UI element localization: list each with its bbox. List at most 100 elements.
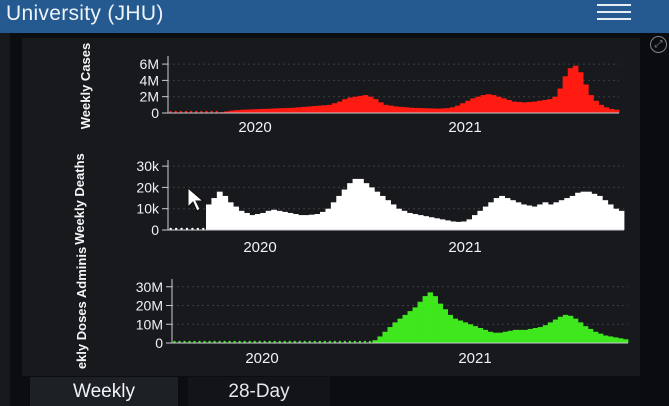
data-bar	[396, 208, 402, 230]
data-bar	[567, 315, 574, 343]
data-bar	[449, 107, 456, 113]
y-tick-label: 20M	[136, 298, 163, 314]
tab-weekly[interactable]: Weekly	[30, 377, 178, 406]
data-bar	[455, 105, 461, 113]
data-bar	[618, 210, 625, 230]
data-bar	[367, 96, 374, 113]
data-bar	[572, 65, 579, 113]
data-bar	[260, 108, 266, 113]
data-bar	[387, 327, 393, 343]
data-bar	[292, 214, 299, 230]
data-bar	[234, 110, 241, 113]
data-bar	[472, 215, 478, 230]
data-bar	[352, 96, 359, 113]
data-bar	[373, 99, 379, 113]
data-bar	[504, 198, 511, 230]
data-bar	[552, 319, 559, 343]
data-bar	[583, 84, 589, 113]
y-tick-label: 20k	[136, 179, 160, 195]
data-bar	[497, 332, 504, 343]
data-bar	[511, 101, 517, 113]
data-bar	[470, 98, 476, 113]
data-bar	[602, 335, 609, 343]
data-bar	[572, 318, 579, 343]
mouse-cursor-icon	[187, 187, 205, 212]
data-bar	[374, 191, 381, 230]
tab-28-day[interactable]: 28-Day	[188, 377, 330, 406]
data-bar	[542, 325, 549, 343]
data-bar	[233, 206, 239, 230]
data-bar	[480, 95, 487, 113]
data-bar	[532, 328, 539, 343]
hamburger-menu-icon[interactable]	[597, 2, 633, 24]
data-bar	[526, 205, 533, 230]
data-bar	[326, 104, 333, 113]
data-bar	[271, 209, 277, 230]
data-bar	[398, 106, 405, 113]
data-bar	[578, 72, 584, 113]
data-bar	[238, 210, 245, 230]
data-bar	[567, 68, 574, 113]
y-axis-label: ekly Doses Adminis	[74, 247, 89, 369]
data-bar	[368, 187, 375, 230]
data-bar	[244, 109, 251, 113]
x-tick-label: 2021	[448, 239, 481, 256]
y-axis-label: Weekly Deaths	[72, 153, 87, 245]
data-bar	[206, 204, 212, 230]
data-bar	[402, 314, 408, 343]
data-bar	[419, 108, 425, 113]
x-tick-label: 2020	[238, 119, 271, 136]
data-bar	[460, 103, 466, 113]
data-bar	[506, 99, 512, 113]
data-bar	[496, 96, 502, 113]
data-bar	[439, 108, 446, 113]
sidebar-edge	[0, 33, 10, 406]
data-bar	[488, 202, 495, 230]
data-bar	[542, 202, 549, 230]
data-bar	[577, 322, 584, 343]
data-bar	[211, 198, 218, 230]
data-bar	[378, 102, 384, 113]
data-bar	[597, 333, 604, 343]
data-bar	[239, 109, 246, 113]
x-tick-label: 2021	[458, 350, 491, 367]
data-bar	[244, 212, 250, 230]
data-bar	[444, 108, 451, 113]
data-bar	[403, 107, 410, 113]
data-bar	[401, 210, 408, 230]
data-bar	[298, 215, 305, 230]
data-bar	[472, 326, 479, 343]
data-bar	[285, 107, 292, 113]
data-bar	[408, 107, 415, 113]
data-bar	[593, 100, 599, 113]
data-bar	[383, 104, 389, 113]
data-bar	[515, 202, 522, 230]
data-bar	[282, 211, 288, 230]
data-bar	[311, 106, 318, 113]
data-bar	[265, 108, 271, 113]
data-bar	[412, 307, 418, 343]
data-bar	[357, 95, 364, 113]
data-bar	[216, 191, 223, 230]
data-bar	[591, 193, 598, 230]
right-edge	[640, 33, 669, 406]
data-bar	[414, 107, 420, 113]
data-bar	[477, 210, 484, 230]
data-bar	[341, 189, 348, 230]
charts-panel: 0 2M 4M 6M Weekly Cases 2020 2021 0 10k 20k 30k We…	[22, 38, 640, 376]
data-bar	[417, 301, 423, 343]
data-bar	[562, 76, 569, 113]
data-bar	[427, 292, 433, 343]
data-bar	[303, 215, 310, 230]
x-tick-label: 2020	[245, 350, 278, 367]
data-bar	[250, 109, 256, 113]
data-bar	[222, 195, 229, 230]
data-bar	[321, 105, 328, 113]
data-bar	[424, 108, 430, 113]
data-bar	[607, 204, 614, 230]
data-bar	[564, 198, 571, 230]
data-bar	[422, 296, 428, 343]
data-bar	[587, 328, 594, 343]
data-bar	[260, 212, 267, 230]
expand-icon[interactable]: ⤢	[650, 36, 667, 53]
